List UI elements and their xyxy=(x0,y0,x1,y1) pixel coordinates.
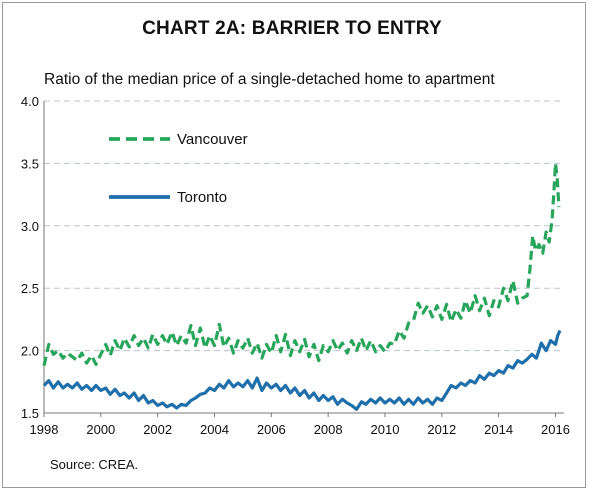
x-tick-label-2002: 2002 xyxy=(143,422,172,437)
x-tick-label-2000: 2000 xyxy=(86,422,115,437)
x-tick-label-2008: 2008 xyxy=(314,422,343,437)
x-tick-label-2006: 2006 xyxy=(257,422,286,437)
x-tick-label-2012: 2012 xyxy=(427,422,456,437)
axes: 1.5 2.0 2.5 3.0 3.5 4.0 1998 2000 2002 2004 2006 20… xyxy=(21,94,570,437)
y-tick-label-2.0: 2.0 xyxy=(21,344,39,359)
legend-label-vancouver: Vancouver xyxy=(177,131,248,148)
y-tick-label-1.5: 1.5 xyxy=(21,406,39,421)
y-tick-label-3.5: 3.5 xyxy=(21,156,39,171)
chart-frame xyxy=(2,2,586,488)
legend: Vancouver Toronto xyxy=(109,131,248,206)
y-tick-label-2.5: 2.5 xyxy=(21,281,39,296)
legend-label-toronto: Toronto xyxy=(177,189,227,206)
series-lines xyxy=(42,161,562,411)
chart-source: Source: CREA. xyxy=(50,457,139,472)
x-tick-label-2014: 2014 xyxy=(484,422,513,437)
gridlines xyxy=(44,100,564,352)
y-tick-label-3.0: 3.0 xyxy=(21,219,39,234)
x-tick-label-1998: 1998 xyxy=(30,422,59,437)
x-tick-label-2010: 2010 xyxy=(371,422,400,437)
x-tick-label-2004: 2004 xyxy=(200,422,229,437)
series-line-toronto xyxy=(42,329,562,411)
chart-subtitle: Ratio of the median price of a single-de… xyxy=(44,71,495,88)
x-tick-label-2016: 2016 xyxy=(541,422,570,437)
y-tick-label-4.0: 4.0 xyxy=(21,94,39,109)
series-line-vancouver xyxy=(42,161,561,366)
chart-title: CHART 2A: BARRIER TO ENTRY xyxy=(142,18,442,39)
